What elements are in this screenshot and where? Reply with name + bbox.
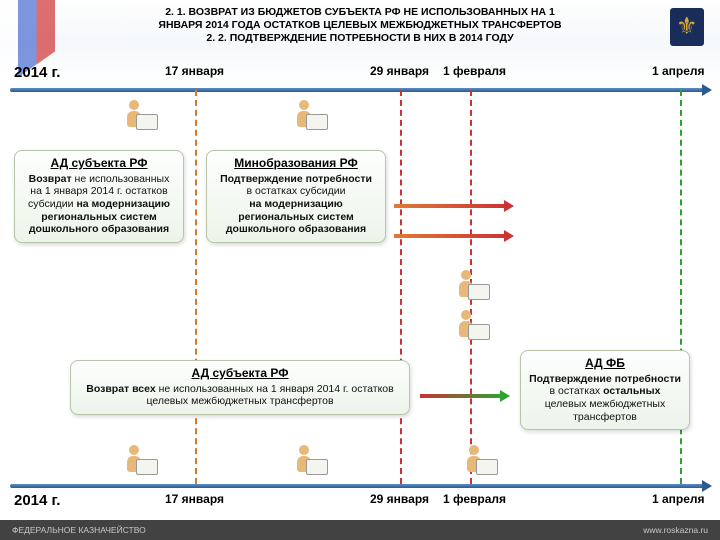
card-title: АД субъекта РФ	[23, 157, 175, 171]
emblem-icon	[670, 8, 704, 46]
person-icon	[290, 100, 318, 134]
vline-1	[195, 90, 197, 484]
card-title: АД ФБ	[529, 357, 681, 371]
vline-2	[400, 90, 402, 484]
date-top-4: 1 апреля	[652, 64, 705, 78]
year-label-bottom: 2014 г.	[14, 492, 60, 509]
page-title: 2. 1. ВОЗВРАТ ИЗ БЮДЖЕТОВ СУБЪЕКТА РФ НЕ…	[70, 6, 650, 45]
date-top-3: 1 февраля	[443, 64, 506, 78]
card-ad-subject-2: АД субъекта РФ Возврат всех не использов…	[70, 360, 410, 415]
card-title: Минобразования РФ	[215, 157, 377, 171]
person-icon	[120, 100, 148, 134]
person-icon	[120, 445, 148, 479]
footer-left: ФЕДЕРАЛЬНОЕ КАЗНАЧЕЙСТВО	[12, 525, 146, 535]
card-body: Возврат всех не использованных на 1 янва…	[79, 383, 401, 408]
date-bot-4: 1 апреля	[652, 492, 705, 506]
title-line-3: 2. 2. ПОДТВЕРЖДЕНИЕ ПОТРЕБНОСТИ В НИХ В …	[70, 32, 650, 45]
arrow-1	[394, 200, 514, 212]
person-icon	[452, 270, 480, 304]
person-icon	[452, 310, 480, 344]
card-body: Подтверждение потребностив остатках субс…	[215, 173, 377, 236]
card-body: Подтверждение потребности в остатках ост…	[529, 373, 681, 423]
card-minobr: Минобразования РФ Подтверждение потребно…	[206, 150, 386, 243]
date-bot-3: 1 февраля	[443, 492, 506, 506]
title-line-2: ЯНВАРЯ 2014 ГОДА ОСТАТКОВ ЦЕЛЕВЫХ МЕЖБЮД…	[70, 19, 650, 32]
footer: ФЕДЕРАЛЬНОЕ КАЗНАЧЕЙСТВО www.roskazna.ru	[0, 520, 720, 540]
arrow-3	[420, 390, 510, 402]
person-icon	[460, 445, 488, 479]
card-ad-subject-1: АД субъекта РФ Возврат не использованных…	[14, 150, 184, 243]
card-body: Возврат не использованных на 1 января 20…	[23, 173, 175, 236]
person-icon	[290, 445, 318, 479]
timeline-top	[10, 88, 710, 92]
card-title: АД субъекта РФ	[79, 367, 401, 381]
date-bot-1: 17 января	[165, 492, 224, 506]
title-line-1: 2. 1. ВОЗВРАТ ИЗ БЮДЖЕТОВ СУБЪЕКТА РФ НЕ…	[70, 6, 650, 19]
date-top-2: 29 января	[370, 64, 429, 78]
date-top-1: 17 января	[165, 64, 224, 78]
year-label-top: 2014 г.	[14, 64, 60, 81]
footer-right: www.roskazna.ru	[643, 525, 708, 535]
card-ad-fb: АД ФБ Подтверждение потребности в остатк…	[520, 350, 690, 430]
date-bot-2: 29 января	[370, 492, 429, 506]
arrow-2	[394, 230, 514, 242]
timeline-bottom	[10, 484, 710, 488]
